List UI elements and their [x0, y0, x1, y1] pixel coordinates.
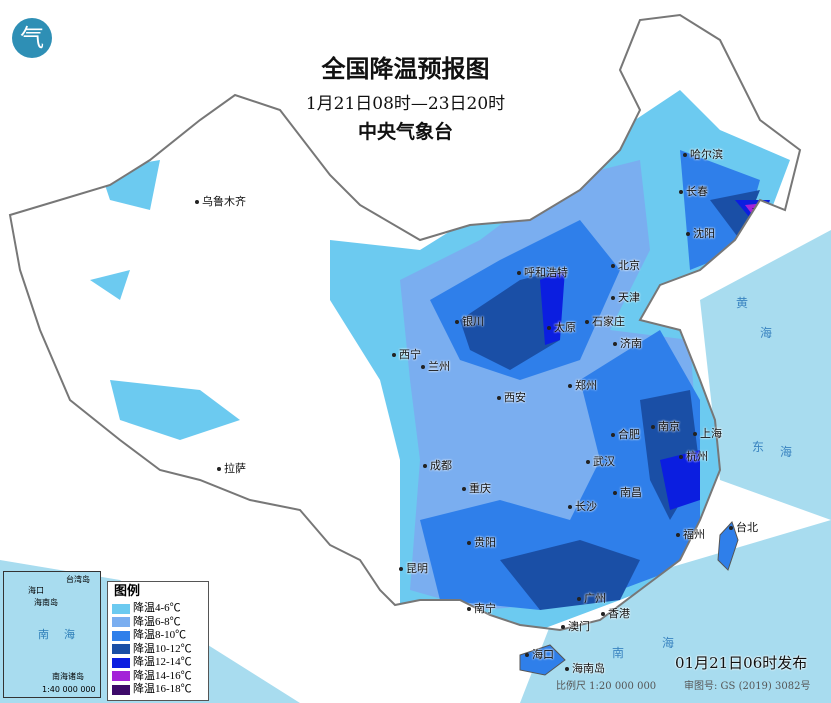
city-label: 贵阳 [467, 536, 496, 549]
city-label: 太原 [547, 321, 576, 334]
legend-label: 降温14-16℃ [133, 669, 192, 682]
city-label: 武汉 [586, 455, 615, 468]
city-label: 西宁 [392, 348, 421, 361]
city-label: 成都 [423, 459, 452, 472]
city-label: 西安 [497, 391, 526, 404]
city-label: 广州 [577, 592, 606, 605]
inset-label: 海南岛 [34, 598, 58, 607]
city-label: 兰州 [421, 360, 450, 373]
issued-time: 01月21日06时发布 [675, 654, 808, 672]
city-label: 海南岛 [565, 662, 605, 675]
inset-label: 海口 [28, 586, 44, 595]
city-label: 长沙 [568, 500, 597, 513]
sea-label: 海 [780, 445, 793, 459]
city-label: 南昌 [613, 486, 642, 499]
taiwan-island [717, 521, 739, 571]
inset-label: 海 [64, 628, 75, 641]
city-label: 海口 [525, 648, 554, 661]
inset-label: 南海诸岛 [52, 672, 84, 681]
city-label: 澳门 [561, 620, 590, 633]
city-label: 北京 [611, 259, 640, 272]
city-label: 昆明 [399, 562, 428, 575]
city-label: 台北 [729, 521, 758, 534]
legend-item: 降温8-10℃ [112, 629, 208, 643]
map-title: 全国降温预报图 [321, 54, 490, 83]
legend-swatch [112, 603, 130, 614]
sea-area [520, 230, 831, 703]
city-label: 天津 [611, 291, 640, 304]
legend-swatch [112, 684, 130, 695]
hainan-island [519, 644, 566, 676]
city-label: 郑州 [568, 379, 597, 392]
legend-item: 降温6-8℃ [112, 616, 208, 630]
south-china-sea-inset: 台湾岛 海口 海南岛 南 海 南海诸岛 1:40 000 000 [3, 571, 101, 698]
forecast-period: 1月21日08时—23日20时 [305, 94, 506, 114]
legend-item: 降温14-16℃ [112, 670, 208, 684]
city-label: 拉萨 [217, 462, 246, 475]
city-label: 福州 [676, 528, 705, 541]
city-label: 沈阳 [686, 227, 715, 240]
legend-title: 图例 [114, 584, 141, 599]
city-label: 上海 [693, 427, 722, 440]
legend-item: 降温12-14℃ [112, 656, 208, 670]
legend-swatch [112, 644, 130, 655]
city-label: 石家庄 [585, 315, 625, 328]
legend-swatch [112, 671, 130, 682]
city-label: 重庆 [462, 482, 491, 495]
city-label: 银川 [455, 315, 484, 328]
city-label: 合肥 [611, 428, 640, 441]
sea-label: 海 [760, 326, 773, 340]
legend-item: 降温10-12℃ [112, 643, 208, 657]
map-scale: 比例尺 1:20 000 000 [556, 681, 657, 692]
city-label: 长春 [679, 185, 708, 198]
issuer: 中央气象台 [357, 121, 453, 143]
china-border [8, 13, 802, 632]
legend-label: 降温12-14℃ [133, 656, 192, 669]
city-label: 呼和浩特 [517, 266, 568, 279]
city-label: 济南 [613, 337, 642, 350]
sea-label: 南 [612, 646, 625, 660]
city-label: 哈尔滨 [683, 148, 723, 161]
legend-swatch [112, 617, 130, 628]
legend-item: 降温4-6℃ [112, 602, 208, 616]
inset-label: 台湾岛 [66, 575, 90, 584]
legend-label: 降温8-10℃ [133, 629, 187, 642]
legend-label: 降温10-12℃ [133, 642, 192, 655]
legend-item: 降温16-18℃ [112, 683, 208, 697]
cma-logo: 气 [12, 18, 52, 58]
city-label: 杭州 [679, 450, 708, 463]
sea-label: 黄 [736, 296, 749, 310]
legend-label: 降温16-18℃ [133, 683, 192, 696]
city-label: 南宁 [467, 602, 496, 615]
city-label: 南京 [651, 420, 680, 433]
sea-label: 海 [662, 636, 675, 650]
legend-swatch [112, 630, 130, 641]
city-label: 香港 [601, 607, 630, 620]
sea-label: 东 [752, 440, 765, 454]
legend-label: 降温6-8℃ [133, 615, 181, 628]
inset-scale: 1:40 000 000 [42, 685, 96, 694]
city-label: 乌鲁木齐 [195, 195, 246, 208]
legend-label: 降温4-6℃ [133, 602, 181, 615]
inset-label: 南 [38, 628, 49, 641]
legend-swatch [112, 657, 130, 668]
review-number: 审图号: GS (2019) 3082号 [684, 681, 811, 692]
legend: 图例 降温4-6℃ 降温6-8℃ 降温8-10℃ 降温10-12℃ 降温12-14℃ 降温… [107, 581, 209, 701]
